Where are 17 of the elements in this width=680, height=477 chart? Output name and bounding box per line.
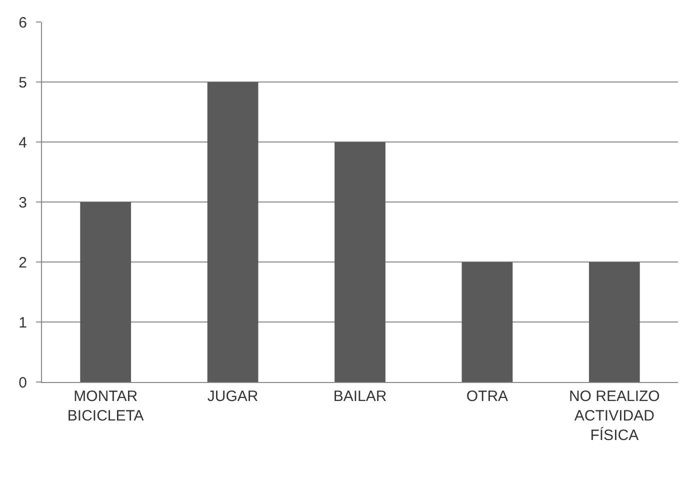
x-tick-label: BAILAR — [333, 388, 387, 405]
bar — [80, 202, 132, 382]
y-tick-label: 3 — [18, 194, 27, 212]
y-tick-label: 5 — [18, 74, 27, 92]
y-tick-label: 0 — [18, 374, 27, 392]
bar — [334, 142, 386, 382]
x-tick-label: MONTAR BICICLETA — [67, 388, 144, 424]
y-tick-label: 2 — [18, 254, 27, 272]
bar — [207, 82, 258, 382]
y-tick-label: 1 — [18, 314, 27, 332]
bar — [462, 262, 513, 382]
x-tick-label: JUGAR — [207, 388, 258, 405]
bar — [588, 262, 640, 382]
x-tick-label: OTRA — [466, 388, 508, 405]
y-tick-label: 6 — [18, 14, 27, 32]
y-tick-label: 4 — [18, 134, 27, 152]
x-tick-label: NO REALIZO ACTIVIDAD FÍSICA — [568, 388, 660, 444]
